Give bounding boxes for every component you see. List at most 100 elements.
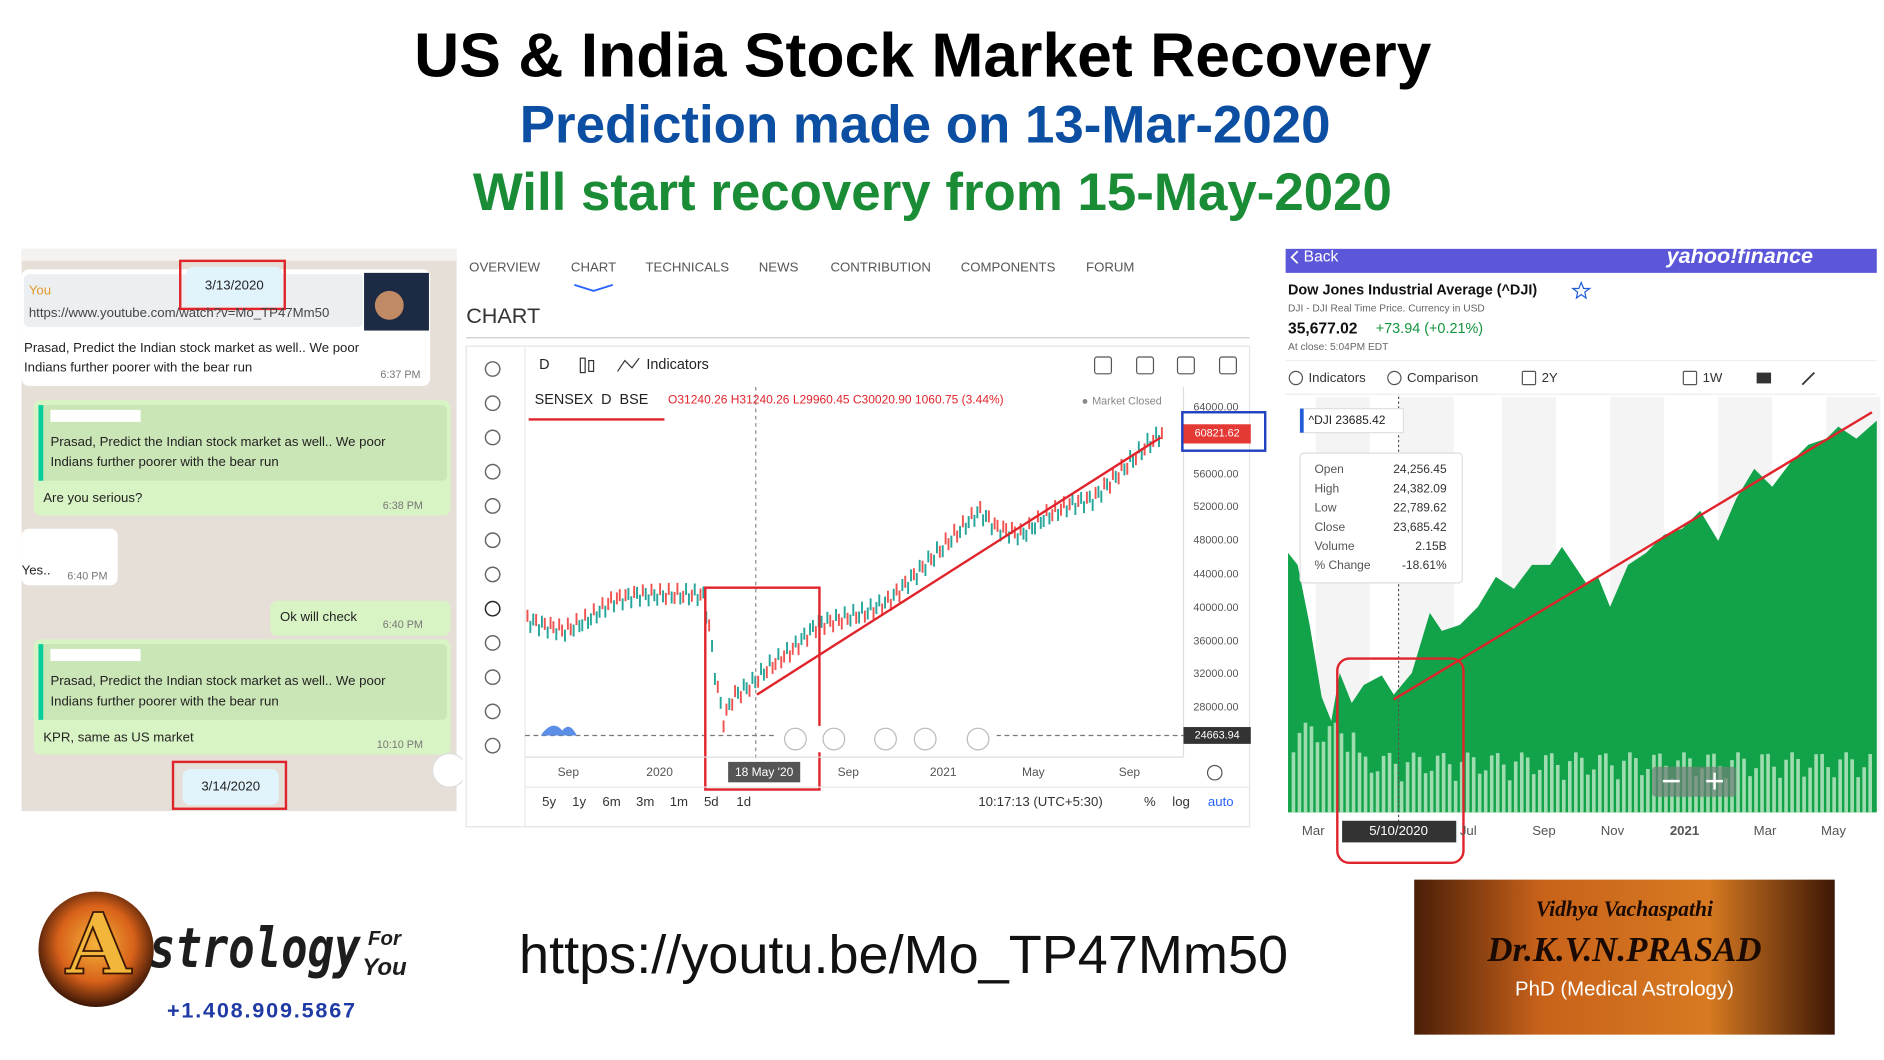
range-button: 1y [572, 794, 586, 809]
chart-tool: 2Y [1542, 370, 1558, 385]
volume-bar [1483, 770, 1488, 813]
clock: 10:17:13 (UTC+5:30) [978, 794, 1102, 809]
close-time: At close: 5:04PM EDT [1288, 342, 1388, 353]
time-label: 5/10/2020 [1369, 823, 1428, 838]
last-price-tag [1183, 424, 1251, 444]
volume-bar [1513, 761, 1518, 813]
nav-tab: FORUM [1086, 260, 1134, 275]
tool-icon [484, 737, 501, 754]
last-price: 60821.62 [1195, 428, 1240, 440]
volume-bar [1369, 772, 1374, 813]
logo-mark [540, 725, 577, 736]
volume-bar [1519, 752, 1524, 813]
tool-icon [1288, 370, 1304, 386]
symbol-legend: SENSEX D BSE [535, 392, 649, 408]
message-text: Indians further poorer with the bear run [50, 693, 278, 708]
video-url: https://youtu.be/Mo_TP47Mm50 [519, 925, 1288, 985]
price-label: 32000.00 [1193, 668, 1238, 680]
chart-frame [465, 345, 1251, 828]
volume-bar [1381, 755, 1386, 813]
volume-bar [1561, 779, 1566, 813]
time-label: 2021 [1670, 823, 1699, 838]
message-text: Prasad, Predict the Indian stock market … [50, 434, 386, 449]
quote-bar [38, 644, 44, 720]
tooltip-value: 2.15B [1415, 539, 1446, 553]
legend-chip [1299, 408, 1404, 434]
watch-star [1571, 280, 1592, 300]
link: https://www.youtube.com/watch?v=Mo_TP47M… [29, 305, 330, 320]
scale-option: log [1172, 794, 1190, 809]
message-text: Ok will check [280, 609, 357, 624]
nav-tab: NEWS [759, 260, 799, 275]
tool-icon [1387, 370, 1402, 386]
volume-bar [1622, 760, 1626, 813]
zoom-control [874, 727, 897, 751]
tooltip-label: Open [1314, 462, 1343, 476]
index-legend: ^DJI 23685.42 [1308, 413, 1385, 427]
tool-icon [484, 635, 501, 651]
tool-icon [484, 429, 501, 446]
nav-tab: OVERVIEW [469, 260, 540, 275]
volume-bar [1826, 767, 1830, 813]
scale-option: % [1144, 794, 1156, 809]
volume-bar [1796, 758, 1800, 813]
brand: yahoo!finance [1666, 243, 1814, 268]
tool-icon [484, 532, 501, 549]
volume-bar [1808, 767, 1812, 813]
prediction-line: Prediction made on 13-Mar-2020 [520, 96, 1331, 155]
date-end: 3/14/2020 [201, 779, 260, 794]
volume-bar [1592, 769, 1596, 813]
logo-word: strology [149, 917, 361, 981]
message-text: Are you serious? [43, 490, 142, 505]
tool-icon [484, 498, 501, 514]
volume-bar [1327, 726, 1332, 813]
volume-bar [1574, 752, 1578, 813]
low-price: 24663.94 [1195, 729, 1240, 741]
tooltip-value: 24,382.09 [1393, 481, 1447, 495]
message-time: 6:40 PM [67, 571, 107, 583]
crash-highlight [704, 586, 821, 791]
crosshair-date-tag [1342, 820, 1457, 843]
range-button: 5d [704, 794, 719, 809]
time-label: Mar [1754, 823, 1777, 838]
price-label: 48000.00 [1193, 535, 1238, 547]
quote-box [38, 405, 447, 481]
volume-bar [1303, 722, 1308, 813]
ohlc-legend: O31240.26 H31240.26 L29960.45 C30020.90 … [668, 392, 1004, 406]
volume-bar [1441, 753, 1446, 813]
volume-bar [1604, 753, 1608, 813]
volume-bar [1766, 753, 1770, 813]
zoom-control [783, 727, 807, 751]
last-price-highlight [1181, 411, 1267, 452]
volume-bar [1525, 757, 1530, 813]
tooltip-label: Low [1314, 501, 1336, 515]
market-status: Market Closed [1092, 395, 1162, 407]
volume-bar [1820, 753, 1824, 813]
trend-line [756, 436, 1162, 696]
tool-icon [1521, 370, 1537, 386]
time-label: Sep [558, 765, 580, 779]
nav-tab: TECHNICALS [645, 260, 729, 275]
badge-name: Dr.K.V.N.PRASAD [1486, 930, 1761, 969]
volume-bar [1567, 761, 1572, 813]
zoom-control [966, 727, 990, 751]
index-source: DJI - DJI Real Time Price. Currency in U… [1288, 304, 1485, 315]
price-label: 44000.00 [1193, 568, 1238, 580]
volume-bar [1832, 777, 1836, 813]
tooltip-value: 24,256.45 [1393, 462, 1447, 476]
tool-icon [484, 361, 501, 377]
candle-icon [588, 359, 595, 372]
chart-heading: CHART [466, 303, 540, 328]
logo-tag: You [362, 954, 407, 981]
nav-tab: COMPONENTS [961, 260, 1056, 275]
price-label: 36000.00 [1193, 636, 1238, 648]
volume-bar [1507, 780, 1512, 813]
top-right-icon [1176, 356, 1195, 375]
candle-icon [579, 357, 586, 374]
tool-icon [484, 703, 501, 720]
tool-icon [1682, 370, 1698, 386]
volume-bar [1291, 752, 1296, 813]
volume-bar [1628, 752, 1632, 813]
volume-bar [1844, 752, 1848, 813]
